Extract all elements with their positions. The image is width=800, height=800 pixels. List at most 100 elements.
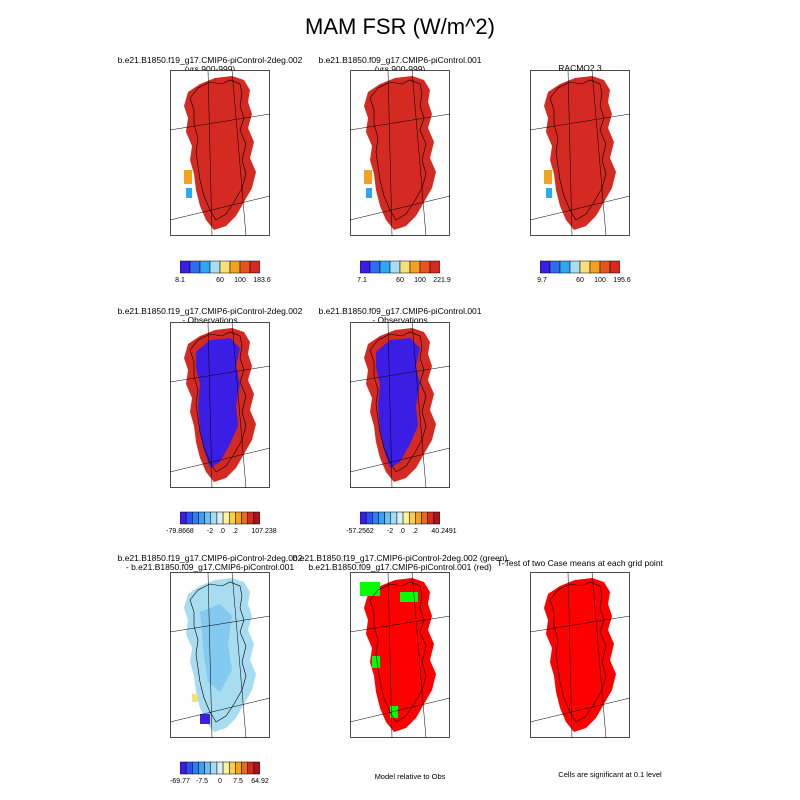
colorbar-tick: 60 — [216, 277, 224, 284]
colorbar-swatch — [229, 260, 241, 274]
panel-title-8-line1: T-Test of two Case means at each grid po… — [497, 558, 663, 568]
colorbar-swatch — [579, 260, 591, 274]
colorbar-swatch — [185, 511, 193, 525]
coastline — [549, 581, 607, 723]
colorbar-tick: 8.1 — [175, 277, 185, 284]
colorbar-swatch — [549, 260, 561, 274]
colorbar-swatch — [247, 761, 255, 775]
meridian — [411, 322, 427, 488]
meridian — [207, 572, 213, 738]
colorbar-swatch — [390, 511, 398, 525]
colorbar-tick: 100 — [234, 277, 246, 284]
parallel — [170, 113, 270, 131]
panel-title-8: T-Test of two Case means at each grid po… — [480, 559, 680, 568]
colorbar-tick: 60 — [576, 277, 584, 284]
colorbar-swatch — [210, 511, 218, 525]
colorbar-case-difference — [180, 761, 260, 775]
colorbar-swatch — [199, 260, 211, 274]
parallel — [170, 447, 270, 473]
colorbar-swatch — [429, 260, 440, 274]
map-cell — [544, 170, 552, 184]
map-cell — [184, 170, 192, 184]
parallel — [350, 365, 450, 383]
panel-title-2-line1: b.e21.B1850.f09_g17.CMIP6-piControl.001 — [318, 55, 482, 65]
colorbar-swatch — [409, 260, 421, 274]
map-cell — [200, 714, 210, 724]
colorbar-swatch — [408, 511, 416, 525]
colorbar-swatch — [569, 260, 581, 274]
map-fill-interior — [196, 338, 240, 468]
colorbar-case2-minus-obs — [360, 511, 440, 525]
map-cell — [546, 188, 552, 198]
panel-title-6-line2: - b.e21.B1850.f09_g17.CMIP6-piControl.00… — [125, 562, 295, 572]
colorbar-tick: .0 — [219, 528, 225, 535]
meridian — [387, 322, 393, 488]
colorbar-swatch — [239, 260, 251, 274]
parallel — [170, 697, 270, 723]
colorbar-swatch — [384, 511, 392, 525]
colorbar-tick: .2 — [232, 528, 238, 535]
map-panel-racmo — [530, 70, 630, 236]
parallel — [350, 447, 450, 473]
panel-title-2: b.e21.B1850.f09_g17.CMIP6-piControl.001 … — [295, 56, 505, 74]
colorbar-swatch — [369, 260, 381, 274]
map-fill — [364, 578, 436, 732]
colorbar-tick: -2 — [386, 528, 394, 535]
colorbar-swatch — [253, 511, 260, 525]
meridian — [387, 572, 393, 738]
colorbar-swatch — [192, 511, 199, 525]
panel-title-1-line1: b.e21.B1850.f19_g17.CMIP6-piControl-2deg… — [117, 55, 303, 65]
parallel — [350, 113, 450, 131]
panel-title-5-line2: - Observations — [372, 315, 428, 325]
colorbar-case1-labels: 8.1 60 100 183.6 — [175, 277, 271, 287]
coastline — [549, 79, 607, 221]
map-panel-case2 — [350, 70, 450, 236]
meridian — [231, 322, 247, 488]
colorbar-swatch — [216, 511, 224, 525]
colorbar-case-difference-labels: -69.77 -7.5 0 7.5 64.92 — [170, 778, 269, 788]
colorbar-tick: 100 — [414, 277, 426, 284]
meridian — [411, 70, 427, 236]
colorbar-case2-labels: 7.1 60 100 221.9 — [357, 277, 451, 287]
colorbar-swatch — [427, 511, 435, 525]
colorbar-swatch — [249, 260, 260, 274]
colorbar-tick: -69.77 — [170, 778, 190, 785]
colorbar-swatch — [609, 260, 620, 274]
parallel — [530, 697, 630, 723]
colorbar-swatch — [180, 511, 187, 525]
map-cell — [366, 188, 372, 198]
panel-title-5: b.e21.B1850.f09_g17.CMIP6-piControl.001 … — [295, 307, 505, 325]
map-fill — [544, 578, 616, 732]
colorbar-swatch — [372, 511, 379, 525]
coastline — [369, 331, 427, 473]
panel-title-4-line2: - Observations — [182, 315, 238, 325]
colorbar-tick: 64.92 — [251, 778, 269, 785]
parallel — [530, 113, 630, 131]
colorbar-case1 — [180, 260, 260, 274]
colorbar-tick: 7.5 — [233, 778, 243, 785]
coastline — [189, 79, 247, 221]
map-panel-case1 — [170, 70, 270, 236]
colorbar-swatch — [209, 260, 221, 274]
colorbar-tick: 60 — [396, 277, 404, 284]
colorbar-case2-minus-obs-labels: -57.2562 -2 .0 .2 40.2491 — [346, 528, 456, 538]
panel-title-3-line1: RACMO2.3 — [558, 63, 602, 73]
colorbar-swatch — [433, 511, 440, 525]
colorbar-tick: 195.6 — [613, 277, 631, 284]
colorbar-swatch — [402, 511, 410, 525]
map-panel-case2-minus-obs — [350, 322, 450, 488]
panel-title-4: b.e21.B1850.f19_g17.CMIP6-piControl-2deg… — [100, 307, 320, 325]
panel-title-7-line1: b.e21.B1850.f19_g17.CMIP6-piControl-2deg… — [292, 553, 508, 563]
meridian — [411, 572, 427, 738]
map-cell — [360, 582, 380, 596]
colorbar-tick: -57.2562 — [346, 528, 374, 535]
colorbar-tick: 7.1 — [357, 277, 367, 284]
meridian — [231, 70, 247, 236]
colorbar-swatch — [180, 260, 191, 274]
colorbar-swatch — [421, 511, 428, 525]
colorbar-swatch — [228, 511, 236, 525]
colorbar-tick: 40.2491 — [431, 528, 457, 535]
colorbar-swatch — [360, 260, 371, 274]
map-fill — [544, 76, 616, 230]
map-fill — [364, 76, 436, 230]
